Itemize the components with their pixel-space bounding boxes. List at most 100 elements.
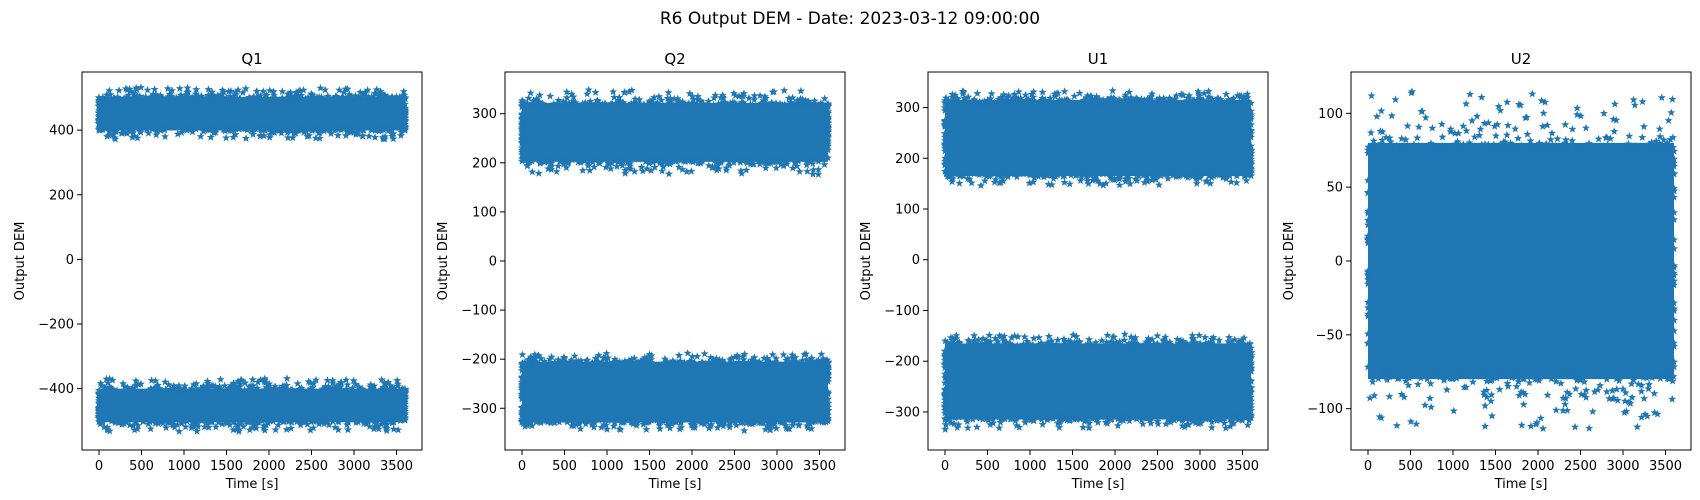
scatter-point-q2 [525, 359, 534, 368]
scatter-point-q2 [535, 90, 544, 99]
scatter-point-u2 [1486, 376, 1495, 385]
scatter-point-q2 [618, 98, 627, 106]
scatter-point-u1 [995, 178, 1004, 187]
x-tick-label-q1: 2000 [252, 459, 285, 474]
scatter-point-u1 [1214, 412, 1222, 421]
scatter-point-q2 [640, 100, 648, 108]
scatter-point-q1 [371, 126, 380, 134]
scatter-point-u1 [1177, 90, 1186, 98]
scatter-point-u2 [1559, 406, 1567, 414]
scatter-point-q2 [646, 358, 655, 366]
scatter-point-u1 [1103, 331, 1112, 339]
scatter-point-q2 [810, 154, 819, 163]
scatter-point-u1 [1164, 174, 1172, 182]
scatter-point-u1 [1207, 423, 1216, 432]
scatter-point-u1 [1097, 413, 1106, 421]
scatter-point-u1 [1027, 170, 1036, 179]
scatter-point-q2 [783, 101, 791, 110]
subplot-u2: 0 500 1000 1500 2000 2500 3000 3500 −100−500501… [1282, 50, 1692, 492]
scatter-point-u2 [1561, 135, 1570, 144]
scatter-point-u1 [1069, 412, 1078, 421]
scatter-point-q1 [192, 85, 201, 93]
scatter-point-u1 [1097, 336, 1106, 345]
scatter-point-q1 [173, 420, 182, 429]
scatter-point-u2 [1670, 342, 1678, 350]
scatter-point-q2 [761, 163, 770, 172]
scatter-point-q2 [711, 91, 720, 99]
y-tick-label-u2: −50 [1316, 328, 1343, 343]
scatter-point-q2 [659, 162, 668, 171]
scatter-point-u1 [1047, 171, 1055, 179]
scatter-point-u1 [997, 98, 1006, 106]
scatter-point-u2 [1670, 326, 1678, 335]
scatter-point-q2 [806, 356, 815, 364]
scatter-point-u1 [944, 340, 953, 349]
x-ticks-q2: 0 500 1000 1500 2000 2500 3000 3500 [518, 450, 836, 474]
scatter-point-q2 [576, 424, 585, 433]
scatter-point-u2 [1440, 375, 1449, 383]
scatter-point-u1 [987, 89, 996, 98]
scatter-point-q2 [693, 92, 702, 100]
scatter-point-u1 [944, 415, 953, 423]
x-axis-label-u2: Time [s] [1494, 477, 1548, 492]
scatter-point-q2 [518, 380, 526, 388]
scatter-point-q1 [311, 134, 320, 142]
scatter-point-q2 [546, 157, 555, 166]
scatter-point-q2 [688, 352, 697, 361]
scatter-point-u2 [1368, 373, 1377, 382]
scatter-point-u2 [1602, 387, 1611, 396]
x-tick-label-q2: 3500 [803, 459, 836, 474]
scatter-point-u1 [964, 336, 973, 344]
x-tick-label-u2: 2500 [1564, 459, 1597, 474]
scatter-point-u2 [1467, 372, 1476, 380]
scatter-point-u2 [1549, 371, 1558, 380]
scatter-point-u1 [1243, 420, 1252, 429]
scatter-point-u1 [1225, 333, 1234, 341]
scatter-point-q1 [363, 85, 372, 94]
scatter-point-q2 [666, 100, 675, 109]
scatter-point-q2 [702, 418, 711, 426]
scatter-point-q2 [626, 161, 635, 170]
scatter-point-u2 [1670, 162, 1678, 170]
scatter-point-q2 [707, 420, 716, 428]
scatter-point-u2 [1560, 138, 1569, 147]
scatter-point-q2 [757, 415, 766, 424]
scatter-point-u2 [1480, 119, 1489, 127]
scatter-point-u1 [1228, 337, 1236, 346]
scatter-point-q2 [726, 355, 735, 364]
scatter-point-u1 [1182, 414, 1191, 423]
scatter-point-u2 [1582, 386, 1591, 394]
scatter-point-q1 [293, 125, 302, 134]
scatter-point-q2 [824, 403, 832, 411]
scatter-point-q2 [601, 163, 610, 171]
scatter-point-q1 [245, 93, 254, 101]
scatter-point-q2 [576, 358, 584, 367]
scatter-point-q1 [271, 126, 280, 134]
scatter-point-q2 [615, 93, 624, 101]
scatter-point-u1 [1057, 96, 1066, 104]
scatter-point-q1 [98, 417, 107, 425]
scatter-point-q1 [314, 125, 323, 134]
scatter-point-u1 [1160, 95, 1169, 104]
y-tick-label-u2: 0 [1335, 255, 1343, 270]
scatter-point-q2 [621, 169, 630, 177]
scatter-point-u1 [1164, 415, 1173, 423]
scatter-point-q1 [271, 425, 280, 434]
scatter-point-u1 [1132, 94, 1141, 102]
scatter-point-q2 [772, 354, 781, 363]
scatter-point-u2 [1537, 96, 1546, 105]
scatter-point-u1 [1067, 171, 1075, 179]
scatter-point-q1 [372, 418, 381, 427]
scatter-point-u2 [1514, 377, 1523, 386]
scatter-point-u1 [1027, 414, 1036, 422]
scatter-point-u1 [1247, 114, 1255, 123]
scatter-point-u2 [1576, 376, 1585, 384]
scatter-point-q2 [685, 89, 694, 97]
scatter-point-u1 [1091, 338, 1100, 346]
scatter-point-u2 [1495, 385, 1504, 393]
scatter-point-u2 [1622, 407, 1631, 415]
x-tick-label-u2: 1000 [1436, 459, 1469, 474]
scatter-point-q2 [824, 358, 832, 366]
scatter-point-q1 [234, 124, 243, 133]
